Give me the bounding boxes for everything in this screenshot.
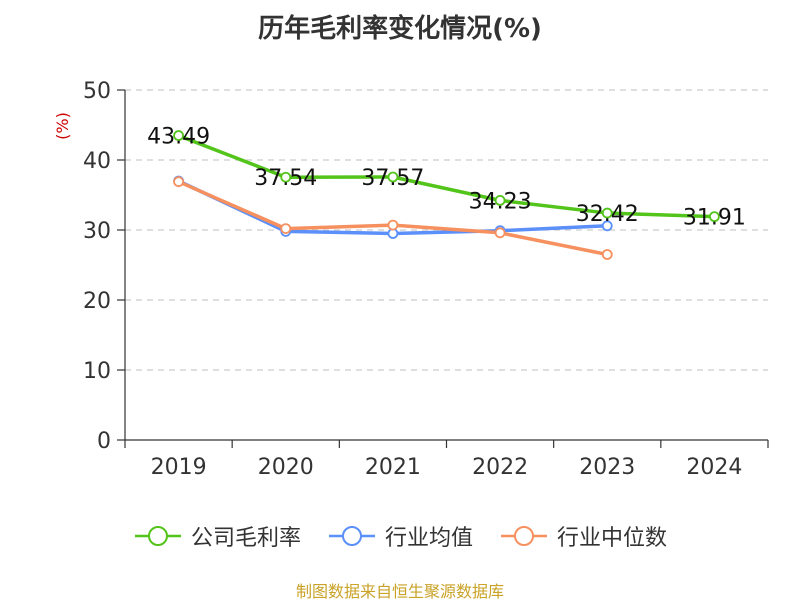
data-point [387,171,399,183]
x-tick-label: 2022 [472,455,528,480]
data-label: 31.91 [683,206,746,231]
data-point [387,219,399,231]
data-point [494,227,506,239]
data-point [173,176,184,188]
y-axis-label: (%) [53,112,72,140]
series-line-2 [177,180,608,257]
legend-circle [514,526,534,546]
legend-label: 行业均值 [384,526,473,551]
x-tick-label: 2023 [579,455,635,480]
x-tick-label: 2021 [365,455,421,480]
legend-marker [328,526,375,546]
y-tick-label: 40 [83,149,111,174]
legend-label: 行业中位数 [557,526,668,551]
series-lines [177,133,715,257]
legend-marker [501,526,547,546]
legend: 公司毛利率 行业均值 行业中位数 [0,520,800,552]
y-tick-label: 20 [83,289,111,314]
legend-item[interactable]: 行业均值 [327,520,473,552]
legend-item[interactable]: 公司毛利率 [133,520,301,552]
data-point [280,171,292,183]
legend-item[interactable]: 行业中位数 [499,520,667,552]
data-point [601,207,613,219]
legend-circle [341,526,362,546]
data-point [601,249,613,260]
data-label: 37.54 [254,166,317,191]
y-tick-label: 50 [83,79,111,104]
x-tick-label: 2019 [151,455,207,480]
data-label: 37.57 [361,166,424,191]
data-labels: 43.49 37.54 37.57 34.23 32.42 31.91 [147,125,746,231]
data-label: 34.23 [469,189,532,214]
chart-title: 历年毛利率变化情况(%) [258,14,542,44]
line-chart: 0 10 20 30 40 50 (%) 2019 2020 2021 2022 2023 2024 4… [53,79,769,480]
legend-label: 公司毛利率 [190,526,301,551]
series-line-0 [177,133,715,219]
data-point [709,211,720,223]
series-points [173,130,720,260]
legend-marker [134,526,181,546]
y-tick-label: 10 [83,359,111,384]
y-tick-label: 0 [97,429,111,454]
data-label: 32.42 [576,202,639,227]
legend-circle [147,526,168,546]
x-tick-label: 2024 [686,455,742,480]
data-point [280,223,292,235]
data-label: 43.49 [147,125,210,150]
axes: 0 10 20 30 40 50 (%) 2019 2020 2021 2022 2023 2024 [53,79,769,480]
source-note: 制图数据来自恒生聚源数据库 [295,582,504,601]
data-point [601,220,613,232]
data-point [494,194,506,206]
y-tick-label: 30 [83,219,111,244]
x-tick-label: 2020 [258,455,314,480]
data-point [173,130,184,141]
